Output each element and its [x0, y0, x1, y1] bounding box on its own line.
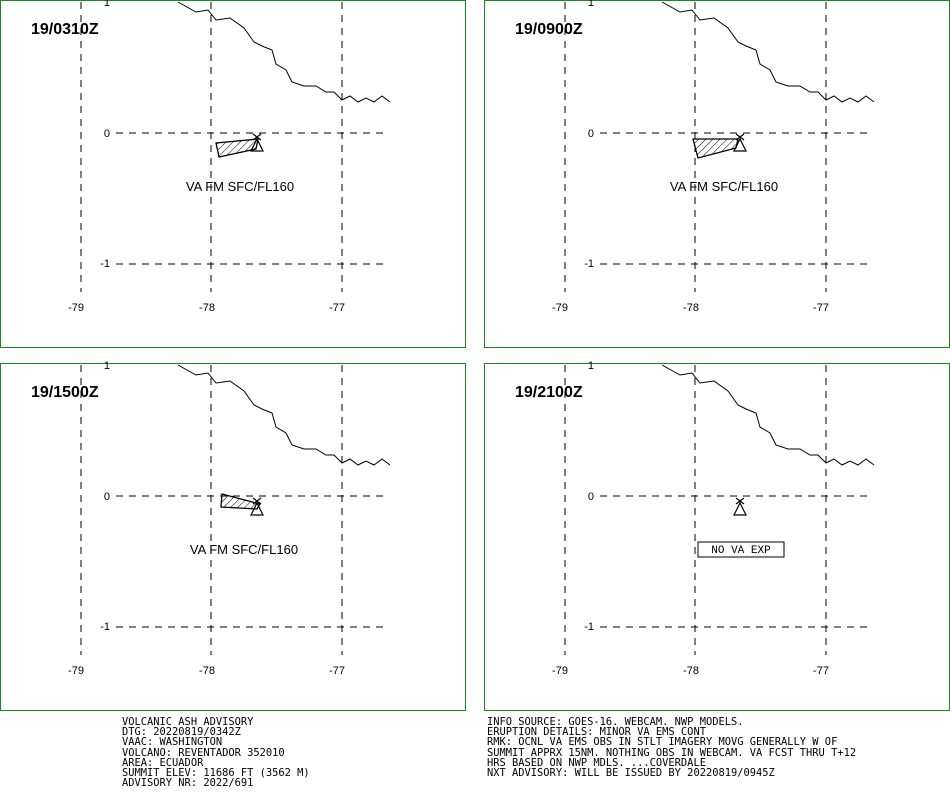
advisory-header-line: DTG: 20220819/0342Z [122, 726, 241, 739]
forecast-panel-2: -79 -78 -77 1 0 -1 19/0900Z VA FM SFC/FL160 [484, 0, 950, 348]
border-line [661, 364, 875, 466]
panel-time-title: 19/0900Z [515, 21, 583, 38]
panel-time-title: 19/0310Z [31, 21, 99, 38]
advisory-header-line: SUMMIT ELEV: 11686 FT (3562 M) [122, 766, 310, 779]
advisory-header-block: VOLCANIC ASH ADVISORY DTG: 20220819/0342Z… [122, 716, 310, 790]
forecast-panel-3: -79 -78 -77 1 0 -1 19/1500Z VA FM SFC/FL160 [0, 360, 466, 711]
advisory-remark-line: INFO SOURCE: GOES-16. WEBCAM. NWP MODELS… [487, 716, 744, 728]
longitude-tick-label: -77 [813, 302, 829, 314]
ash-cloud-area [692, 138, 739, 159]
forecast-map: -79 -78 -77 1 0 -1 19/1500Z VA FM SFC/FL160 [0, 360, 466, 711]
latitude-tick-label: 0 [588, 491, 594, 503]
advisory-remark-line: HRS BASED ON NWP MDLS. ...COVERDALE [487, 756, 706, 769]
panel-time-title: 19/1500Z [31, 384, 99, 401]
border-line [177, 364, 391, 466]
latitude-tick-label: -1 [584, 621, 594, 633]
ash-cloud-area [215, 138, 259, 158]
longitude-tick-label: -78 [199, 302, 215, 314]
latitude-tick-label: 1 [104, 360, 110, 372]
advisory-header-line: AREA: ECUADOR [122, 756, 204, 769]
border-line [661, 1, 875, 103]
no-ash-text: NO VA EXP [711, 545, 771, 557]
advisory-remarks-block: INFO SOURCE: GOES-16. WEBCAM. NWP MODELS… [487, 716, 857, 779]
panel-frame [484, 363, 950, 711]
forecast-panel-1: -79 -78 -77 1 0 -1 19/0310Z VA FM SFC/FL160 [0, 0, 466, 348]
advisory-header-line: ADVISORY NR: 2022/691 [122, 777, 254, 790]
advisory-header-line: VAAC: WASHINGTON [122, 736, 223, 749]
ash-level-label: VA FM SFC/FL160 [186, 179, 294, 194]
latitude-tick-label: -1 [584, 258, 594, 270]
volcano-icon [250, 497, 264, 516]
advisory-remark-line: RMK: OCNL VA EMS OBS IN STLT IMAGERY MOV… [487, 736, 838, 749]
advisory-header-line: VOLCANIC ASH ADVISORY [122, 716, 254, 728]
advisory-header-line: VOLCANO: REVENTADOR 352010 [122, 746, 285, 759]
latitude-tick-label: 1 [104, 0, 110, 9]
advisory-remark-line: NXT ADVISORY: WILL BE ISSUED BY 20220819… [487, 766, 775, 779]
longitude-tick-label: -77 [813, 665, 829, 677]
volcano-icon [733, 497, 747, 516]
latitude-tick-label: 1 [588, 0, 594, 9]
latitude-tick-label: -1 [100, 258, 110, 270]
longitude-tick-label: -78 [683, 665, 699, 677]
advisory-remark-line: ERUPTION DETAILS: MINOR VA EMS CONT [487, 726, 706, 739]
latitude-tick-label: 0 [104, 128, 110, 140]
border-line [177, 1, 391, 103]
panel-frame [0, 363, 466, 711]
forecast-panel-4: -79 -78 -77 1 0 -1 19/2100Z NO VA EXP [484, 360, 950, 711]
longitude-tick-label: -77 [329, 665, 345, 677]
longitude-tick-label: -79 [68, 665, 84, 677]
latitude-tick-label: 1 [588, 360, 594, 372]
advisory-remark-line: SUMMIT APPRX 15NM. NOTHING OBS IN WEBCAM… [487, 746, 857, 759]
forecast-map: -79 -78 -77 1 0 -1 19/0310Z VA FM SFC/FL160 [0, 0, 466, 348]
latitude-tick-label: 0 [104, 491, 110, 503]
longitude-tick-label: -77 [329, 302, 345, 314]
no-ash-box [697, 541, 785, 558]
latitude-tick-label: -1 [100, 621, 110, 633]
volcano-icon [733, 133, 747, 152]
ash-cloud-area [220, 493, 262, 510]
longitude-tick-label: -79 [552, 665, 568, 677]
ash-level-label: VA FM SFC/FL160 [190, 542, 298, 557]
panel-time-title: 19/2100Z [515, 384, 583, 401]
longitude-tick-label: -79 [68, 302, 84, 314]
ash-level-label: VA FM SFC/FL160 [670, 179, 778, 194]
volcano-icon [250, 133, 264, 152]
latitude-tick-label: 0 [588, 128, 594, 140]
forecast-map: -79 -78 -77 1 0 -1 19/0900Z VA FM SFC/FL160 [484, 0, 950, 348]
longitude-tick-label: -78 [683, 302, 699, 314]
longitude-tick-label: -78 [199, 665, 215, 677]
panel-frame [0, 0, 466, 348]
panel-frame [484, 0, 950, 348]
longitude-tick-label: -79 [552, 302, 568, 314]
forecast-map: -79 -78 -77 1 0 -1 19/2100Z NO VA EXP [484, 360, 950, 711]
